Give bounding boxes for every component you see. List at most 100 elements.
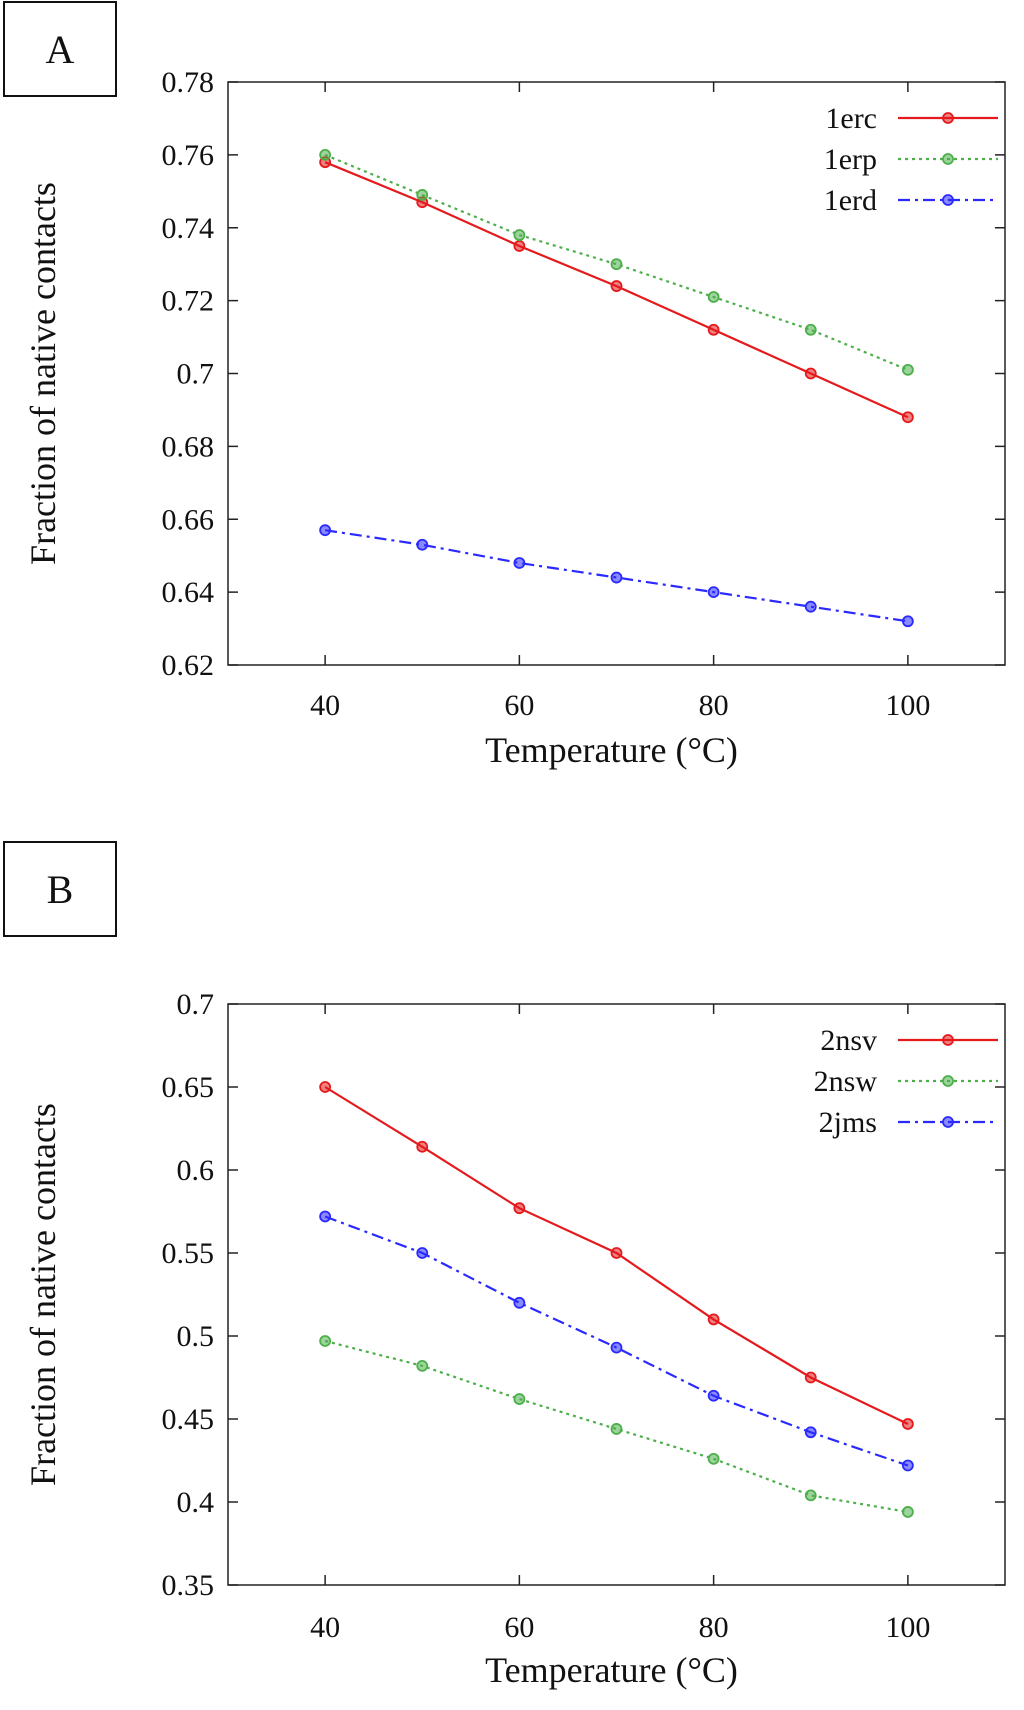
data-point-1erp bbox=[610, 258, 623, 271]
y-tick-label: 0.74 bbox=[162, 212, 215, 245]
y-tick-label: 0.4 bbox=[177, 1486, 215, 1519]
data-point-2jms bbox=[513, 1296, 526, 1309]
data-point-2nsv bbox=[707, 1313, 720, 1326]
legend-entry-1erc: 1erc bbox=[825, 102, 998, 135]
y-tick-label: 0.62 bbox=[162, 649, 215, 682]
data-point-1erc bbox=[804, 367, 817, 380]
panel-label: B bbox=[47, 867, 74, 912]
x-tick-label: 60 bbox=[504, 1611, 534, 1644]
data-point-2nsv bbox=[319, 1081, 332, 1093]
data-point-1erd bbox=[416, 538, 429, 551]
plot-frame bbox=[227, 1003, 1006, 1586]
x-tick-label: 40 bbox=[310, 689, 340, 722]
data-point-2nsw bbox=[610, 1423, 623, 1435]
data-point-1erc bbox=[610, 280, 623, 292]
x-tick-label: 100 bbox=[885, 689, 930, 722]
data-point-1erp bbox=[804, 323, 817, 336]
chart-panel-b: B 0.35 0.4 0.45 0.5 0.55 0.6 0.65 0.7 40 60 80 100 Te… bbox=[3, 841, 1006, 1690]
data-point-1erp bbox=[513, 229, 526, 241]
data-point-2nsw bbox=[804, 1489, 817, 1502]
x-tick-label: 80 bbox=[699, 689, 729, 722]
data-point-2jms bbox=[610, 1341, 623, 1354]
series-1erp bbox=[319, 148, 914, 376]
legend-label: 2nsw bbox=[814, 1065, 878, 1098]
y-tick-label: 0.78 bbox=[162, 66, 215, 99]
x-tick-label: 100 bbox=[885, 1611, 930, 1644]
data-point-1erd bbox=[804, 600, 817, 613]
legend-label: 1erp bbox=[824, 143, 877, 176]
legend-entry-2jms: 2jms bbox=[819, 1106, 998, 1139]
legend-swatch-marker bbox=[942, 112, 954, 124]
data-point-1erc bbox=[901, 411, 914, 424]
data-point-2nsw bbox=[707, 1452, 720, 1465]
x-tick-label: 60 bbox=[504, 689, 534, 722]
legend-swatch-marker bbox=[942, 1075, 954, 1087]
legend-swatch-marker bbox=[942, 1034, 954, 1046]
y-tick-label: 0.66 bbox=[162, 503, 215, 536]
y-tick-label: 0.76 bbox=[162, 139, 215, 172]
legend-entry-1erp: 1erp bbox=[824, 143, 998, 176]
legend-swatch-marker bbox=[942, 194, 954, 206]
legend-entry-2nsv: 2nsv bbox=[820, 1024, 998, 1057]
y-tick-label: 0.55 bbox=[162, 1237, 215, 1270]
panel-label: A bbox=[46, 27, 75, 72]
legend-entry-2nsw: 2nsw bbox=[814, 1065, 998, 1098]
data-point-1erp bbox=[416, 189, 429, 201]
y-tick-label: 0.45 bbox=[162, 1403, 215, 1436]
y-tick-label: 0.35 bbox=[162, 1569, 215, 1602]
panel-label-box bbox=[3, 841, 117, 937]
series-2nsw bbox=[319, 1335, 914, 1518]
data-point-2nsv bbox=[804, 1371, 817, 1384]
y-axis-title: Fraction of native contacts bbox=[23, 182, 63, 565]
data-point-2jms bbox=[901, 1459, 914, 1472]
x-tick-label: 80 bbox=[699, 1611, 729, 1644]
y-tick-label: 0.68 bbox=[162, 430, 215, 463]
y-tick-label: 0.72 bbox=[162, 285, 215, 318]
data-point-1erp bbox=[901, 363, 914, 376]
series-2nsv bbox=[319, 1081, 914, 1430]
y-tick-label: 0.64 bbox=[162, 576, 215, 609]
legend-swatch-marker bbox=[942, 1116, 954, 1128]
x-axis-title: Temperature (°C) bbox=[485, 1650, 738, 1690]
data-point-2nsw bbox=[416, 1359, 429, 1372]
x-tick-label: 40 bbox=[310, 1611, 340, 1644]
data-point-1erc bbox=[513, 240, 526, 252]
data-point-1erd bbox=[513, 557, 526, 569]
data-point-2nsw bbox=[319, 1335, 332, 1347]
data-point-2nsv bbox=[416, 1140, 429, 1153]
y-tick-label: 0.7 bbox=[177, 988, 215, 1021]
legend-swatch-marker bbox=[942, 153, 954, 165]
y-tick-label: 0.6 bbox=[177, 1154, 215, 1187]
data-point-1erd bbox=[319, 524, 332, 537]
data-point-2nsv bbox=[901, 1418, 914, 1430]
data-point-2nsw bbox=[901, 1506, 914, 1518]
data-point-1erp bbox=[707, 291, 720, 303]
data-point-2jms bbox=[707, 1389, 720, 1402]
data-point-2nsw bbox=[513, 1393, 526, 1405]
legend-label: 2nsv bbox=[820, 1024, 877, 1057]
data-point-1erp bbox=[319, 148, 332, 161]
y-tick-label: 0.65 bbox=[162, 1071, 215, 1104]
series-2jms bbox=[319, 1210, 914, 1472]
data-point-2jms bbox=[416, 1247, 429, 1259]
series-1erd bbox=[319, 524, 914, 628]
data-point-1erd bbox=[610, 571, 623, 584]
chart-panel-a: A 0.62 0.64 0.66 0.68 0.7 0.72 0.74 0.76 0.78 40 60… bbox=[3, 1, 1006, 770]
data-point-1erc bbox=[707, 323, 720, 336]
panel-label-box bbox=[3, 1, 117, 97]
legend-entry-1erd: 1erd bbox=[824, 184, 998, 217]
data-point-2jms bbox=[804, 1426, 817, 1439]
legend-label: 1erc bbox=[825, 102, 877, 135]
y-tick-label: 0.7 bbox=[177, 358, 215, 391]
series-1erc bbox=[319, 156, 914, 424]
data-point-2nsv bbox=[610, 1247, 623, 1259]
data-point-1erd bbox=[901, 615, 914, 628]
x-axis-title: Temperature (°C) bbox=[485, 730, 738, 770]
legend-label: 2jms bbox=[819, 1106, 877, 1139]
data-point-2jms bbox=[319, 1210, 332, 1223]
y-axis-title: Fraction of native contacts bbox=[23, 1103, 63, 1486]
legend-label: 1erd bbox=[824, 184, 877, 217]
y-tick-label: 0.5 bbox=[177, 1320, 215, 1353]
data-point-2nsv bbox=[513, 1202, 526, 1215]
